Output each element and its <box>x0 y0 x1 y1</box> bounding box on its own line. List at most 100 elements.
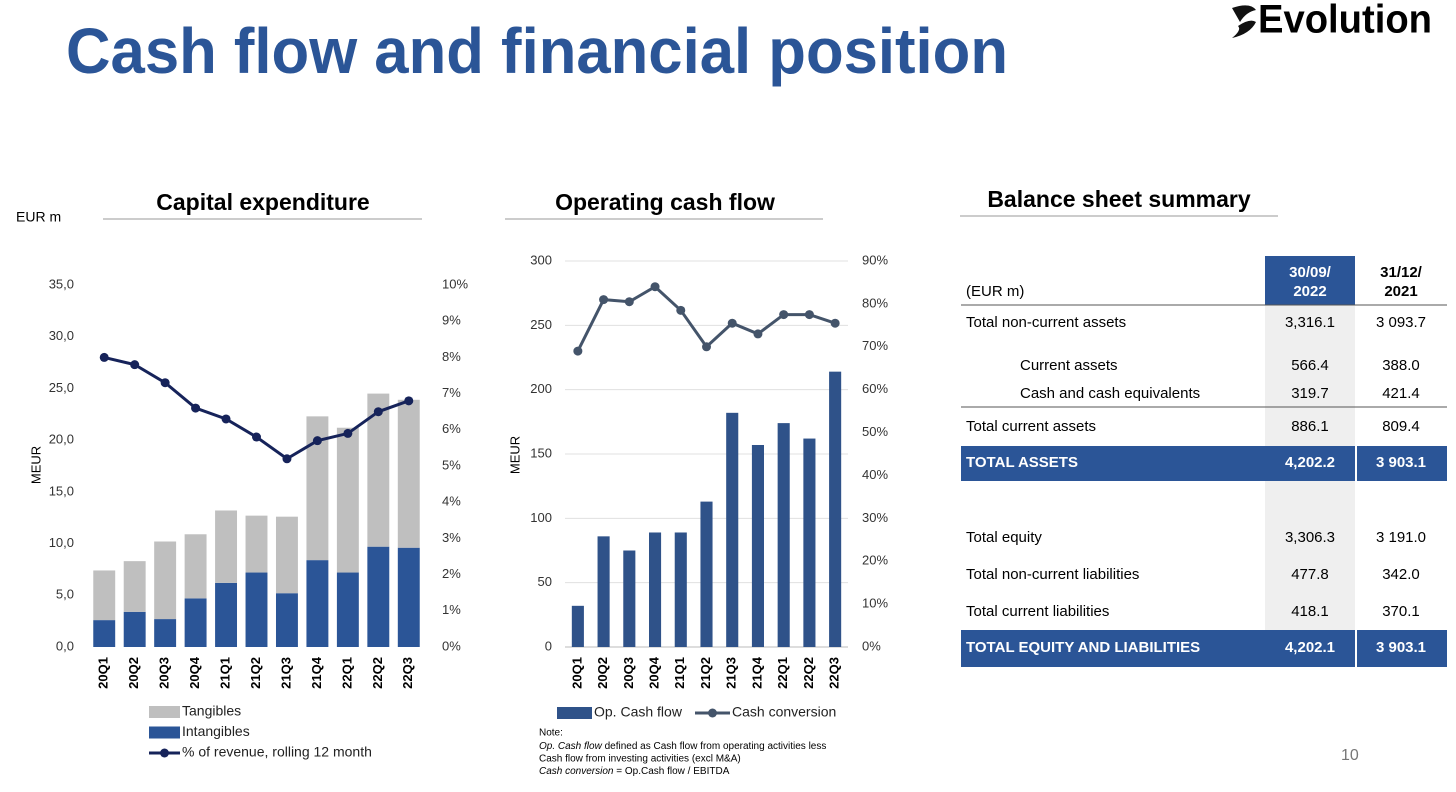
line-marker <box>804 310 814 320</box>
x-tick-label: 20Q4 <box>646 656 661 689</box>
line-marker <box>753 329 763 339</box>
cell-value: 477.8 <box>1291 566 1329 583</box>
table-title: Balance sheet summary <box>987 186 1251 212</box>
bar <box>184 534 207 599</box>
y-axis-label: MEUR <box>28 446 43 484</box>
legend-label: Cash conversion <box>732 704 836 720</box>
column-shade <box>1265 305 1355 667</box>
y2-tick-label: 20% <box>862 553 888 568</box>
bar <box>751 444 765 647</box>
x-tick-label: 22Q1 <box>775 657 790 689</box>
y2-tick-label: 8% <box>442 349 461 364</box>
total-band <box>961 630 1447 667</box>
logo: Evolution <box>1258 0 1432 42</box>
line-marker <box>727 318 737 328</box>
y-tick-label: 20,0 <box>49 432 74 447</box>
bar <box>275 593 298 647</box>
bar <box>367 546 390 647</box>
cell-value: 809.4 <box>1382 418 1420 435</box>
y-tick-label: 0,0 <box>56 638 74 653</box>
bar <box>726 412 739 647</box>
bar <box>597 536 610 647</box>
line-marker <box>573 346 583 356</box>
bar <box>93 570 116 621</box>
note-text: defined as Cash flow from operating acti… <box>602 741 827 752</box>
line-marker <box>191 403 201 413</box>
legend-swatch <box>149 726 180 739</box>
legend-marker <box>160 748 169 758</box>
y-tick-label: 0 <box>545 638 552 653</box>
cell-value: 566.4 <box>1291 357 1329 374</box>
x-tick-label: 22Q2 <box>370 657 385 689</box>
x-tick-label: 21Q2 <box>248 657 263 689</box>
y-tick-label: 15,0 <box>49 483 74 498</box>
line-marker <box>312 436 322 446</box>
y-tick-label: 25,0 <box>49 380 74 395</box>
note-term: Cash conversion <box>539 766 614 777</box>
line-marker <box>282 454 292 464</box>
y2-tick-label: 60% <box>862 381 888 396</box>
x-tick-label: 20Q3 <box>621 657 636 689</box>
line-marker <box>779 310 789 320</box>
y-tick-label: 50 <box>538 574 552 589</box>
page-number: 10 <box>1341 747 1359 764</box>
legend-label: Tangibles <box>182 703 241 719</box>
bar <box>123 561 146 612</box>
cell-value: 388.0 <box>1382 357 1420 374</box>
line-marker <box>343 428 353 438</box>
bar <box>245 515 268 573</box>
bar <box>803 438 816 647</box>
line-marker <box>830 318 840 328</box>
x-tick-label: 21Q3 <box>278 657 293 689</box>
column-header: 30/09/ <box>1289 264 1332 281</box>
y2-tick-label: 90% <box>862 252 888 267</box>
bar <box>367 393 390 547</box>
line-marker <box>160 378 170 388</box>
bar <box>397 399 420 548</box>
bar <box>245 572 268 647</box>
x-tick-label: 22Q1 <box>339 657 354 689</box>
y2-tick-label: 5% <box>442 457 461 472</box>
note-term: Op. Cash flow <box>539 741 603 752</box>
x-tick-label: 21Q2 <box>698 657 713 689</box>
x-tick-label: 21Q1 <box>672 657 687 689</box>
bar <box>648 532 662 647</box>
line-marker <box>599 295 609 305</box>
y-tick-label: 250 <box>530 317 552 332</box>
y-tick-label: 30,0 <box>49 328 74 343</box>
bar <box>571 605 584 647</box>
cell-value: 3,306.3 <box>1285 529 1335 546</box>
column-header: 2021 <box>1384 283 1417 300</box>
note-text: = Op.Cash flow / EBITDA <box>613 766 729 777</box>
bar <box>336 572 359 647</box>
x-tick-label: 20Q1 <box>96 657 111 689</box>
header-cell <box>1265 256 1355 305</box>
x-tick-label: 22Q3 <box>400 657 415 689</box>
cell-value: 319.7 <box>1291 385 1329 402</box>
cell-value: 4,202.2 <box>1285 454 1335 471</box>
y2-tick-label: 50% <box>862 424 888 439</box>
row-label: TOTAL EQUITY AND LIABILITIES <box>966 639 1200 656</box>
x-tick-label: 21Q4 <box>749 656 764 689</box>
x-tick-label: 21Q4 <box>309 656 324 689</box>
legend-label: % of revenue, rolling 12 month <box>182 744 372 760</box>
y-axis-label: MEUR <box>507 436 522 474</box>
bar <box>123 611 146 647</box>
x-tick-label: 20Q1 <box>569 657 584 689</box>
y2-tick-label: 6% <box>442 421 461 436</box>
bar <box>674 532 687 647</box>
x-tick-label: 22Q3 <box>827 657 842 689</box>
logo-icon <box>1232 5 1256 38</box>
row-label: Total non-current assets <box>966 314 1126 331</box>
y2-tick-label: 80% <box>862 295 888 310</box>
column-header: (EUR m) <box>966 283 1024 300</box>
line-marker <box>702 342 711 352</box>
note-line: Cash flow from investing activities (exc… <box>539 753 741 764</box>
row-label: Total non-current liabilities <box>966 566 1139 583</box>
chart-title: Operating cash flow <box>555 189 775 215</box>
line-marker <box>404 396 414 406</box>
bar <box>154 619 177 647</box>
cell-value: 342.0 <box>1382 566 1420 583</box>
legend-label: Op. Cash flow <box>594 704 683 720</box>
